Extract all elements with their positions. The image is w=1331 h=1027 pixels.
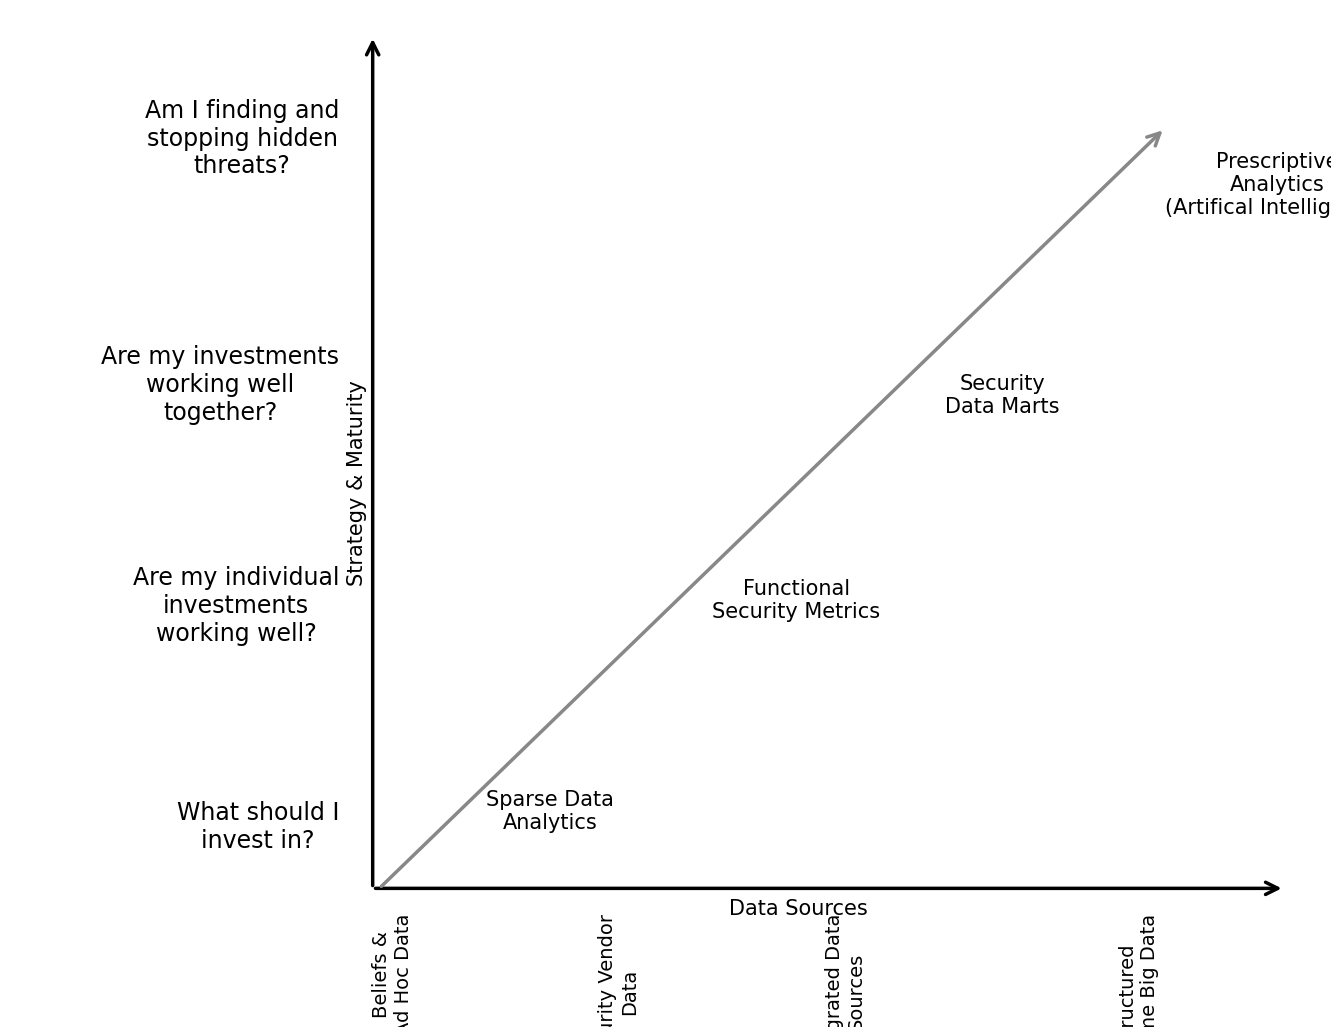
Text: Are my individual
investments
working well?: Are my individual investments working we… [133, 566, 339, 646]
Text: What should I
invest in?: What should I invest in? [177, 801, 339, 852]
Text: Unstructured
Real-Time Big Data: Unstructured Real-Time Big Data [1118, 914, 1158, 1027]
Text: Data Sources: Data Sources [729, 899, 868, 919]
Text: Functional
Security Metrics: Functional Security Metrics [712, 579, 880, 622]
Text: Security
Data Marts: Security Data Marts [945, 374, 1059, 417]
Text: Beliefs &
Ad Hoc Data: Beliefs & Ad Hoc Data [373, 914, 413, 1027]
Text: Strategy & Maturity: Strategy & Maturity [346, 380, 367, 585]
Text: Prescriptive
Analytics
(Artifical Intelligence): Prescriptive Analytics (Artifical Intell… [1165, 152, 1331, 218]
Text: Security Vendor
Data: Security Vendor Data [599, 914, 639, 1027]
Text: Sparse Data
Analytics: Sparse Data Analytics [486, 790, 614, 833]
Text: Are my investments
working well
together?: Are my investments working well together… [101, 345, 339, 425]
Text: Am I finding and
stopping hidden
threats?: Am I finding and stopping hidden threats… [145, 99, 339, 179]
Text: Integrated Data
Sources: Integrated Data Sources [825, 914, 865, 1027]
